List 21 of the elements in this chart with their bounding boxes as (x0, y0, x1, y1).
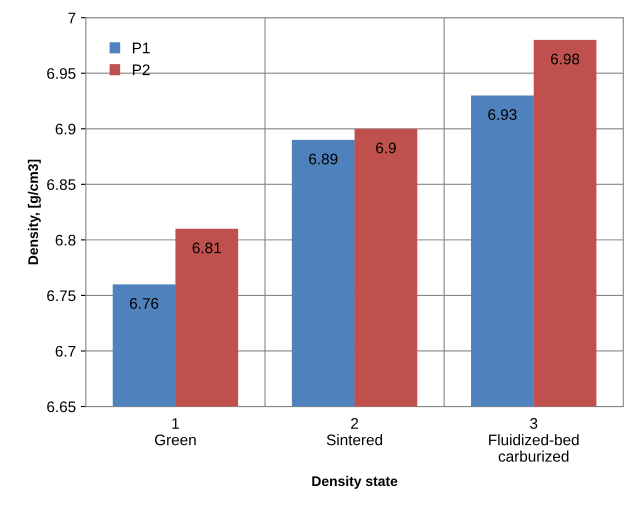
legend-label: P1 (132, 42, 150, 54)
data-label: 6.9 (376, 142, 396, 154)
data-label: 6.89 (309, 154, 338, 164)
data-label: 6.93 (488, 109, 517, 120)
y-tick-label: 6.75 (47, 290, 76, 302)
y-axis-title: Density, [g/cm3] (28, 160, 41, 264)
y-tick-label: 7 (68, 12, 76, 24)
y-tick-label: 6.95 (47, 68, 76, 79)
y-tick-label: 6.85 (47, 179, 76, 190)
y-tick-label: 6.8 (56, 234, 76, 246)
x-tick-label: 3 Fluidized-bed carburized (489, 418, 579, 462)
x-axis-title: Density state (312, 476, 398, 489)
y-tick-label: 6.9 (56, 124, 76, 134)
x-tick-label: 2 Sintered (326, 418, 382, 446)
data-label: 6.98 (550, 54, 580, 64)
y-tick-label: 6.7 (56, 346, 76, 357)
y-tick-label: 6.65 (47, 401, 76, 412)
data-label: 6.81 (192, 242, 221, 254)
legend-label: P2 (132, 64, 150, 76)
x-tick-label: 1 Green (154, 418, 196, 446)
data-label: 6.76 (130, 298, 158, 309)
